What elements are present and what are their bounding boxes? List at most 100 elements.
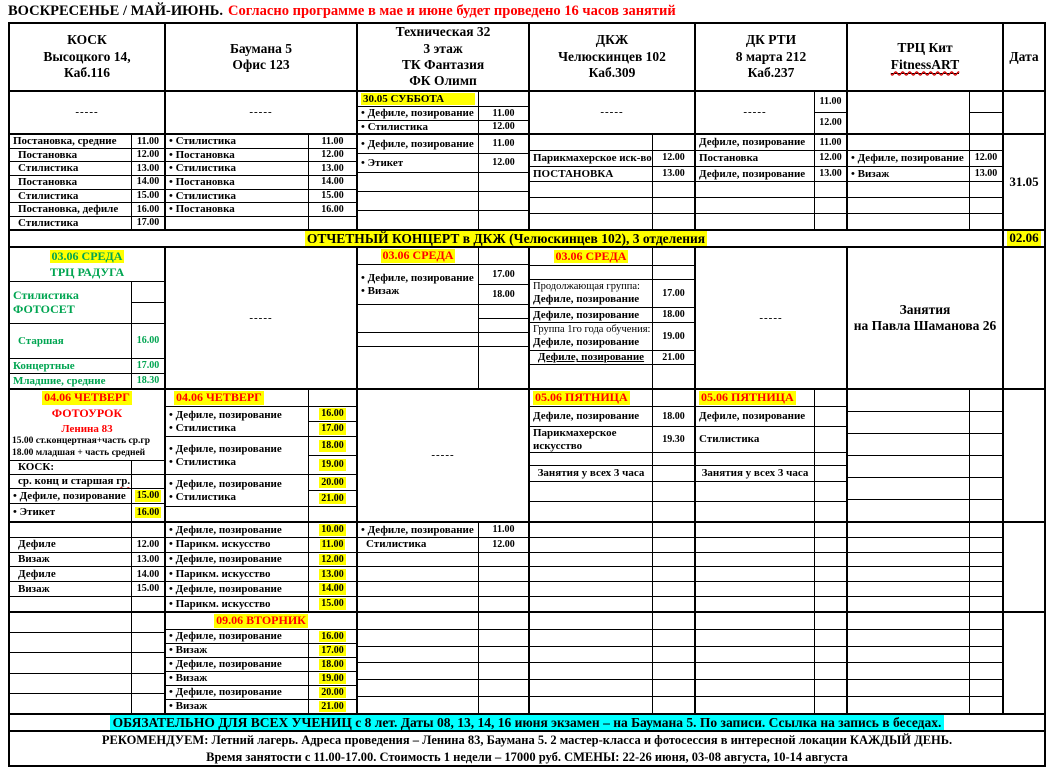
header-line: КОСК — [67, 32, 107, 48]
header-line: Челюскинцев 102 — [558, 48, 666, 64]
day-wrap: 05.06 ПЯТНИЦА — [696, 390, 814, 406]
note-line: на Павла Шаманова 26 — [853, 318, 997, 333]
cell-tehnicheskaya — [358, 613, 530, 713]
schedule-row: Старшая 16.00 — [10, 323, 164, 358]
empty-time-cell — [969, 412, 1002, 433]
empty-cell — [358, 347, 478, 388]
empty-time-cell — [131, 693, 164, 713]
day-header: 03.06 СРЕДА — [358, 248, 528, 264]
time-stack: 16.00 17.00 — [308, 407, 356, 436]
time-label: 18.00 — [319, 440, 346, 452]
header-line: Каб.237 — [747, 65, 795, 81]
schedule-row — [10, 613, 164, 633]
empty-time-cell — [478, 680, 528, 697]
empty-time-cell — [814, 523, 846, 537]
schedule-row: • Парикм. искусство 13.00 — [166, 566, 356, 582]
empty-time-cell — [814, 182, 846, 198]
cell-dkzh — [530, 523, 696, 611]
empty-cell — [530, 613, 652, 629]
empty-cell — [166, 217, 308, 229]
empty-time-cell — [308, 507, 356, 521]
empty-time-cell — [814, 214, 846, 229]
schedule-row — [530, 135, 694, 150]
schedule-row — [696, 523, 846, 537]
activity-label: • Визаж — [169, 672, 208, 685]
schedule-row: • Постановка 12.00 — [166, 147, 356, 162]
schedule-row: Занятия у всех 3 часа — [696, 465, 846, 481]
empty-time-cell — [652, 680, 694, 697]
activity-label: • Дефиле, позирование — [169, 582, 282, 595]
time-cell: 16.00 — [309, 407, 356, 421]
empty-cell — [10, 613, 131, 632]
schedule-row — [166, 215, 356, 229]
empty-cell — [358, 697, 478, 713]
empty-cell — [848, 456, 969, 477]
time-cell: 15.00 — [308, 189, 356, 203]
empty-dash: ----- — [600, 106, 624, 119]
activity-line: Парикмахерское — [533, 427, 617, 439]
time-stack — [969, 92, 1002, 133]
schedule-row — [530, 523, 694, 537]
schedule-row — [530, 481, 694, 501]
time-cell: 20.00 — [309, 475, 356, 490]
activity-label: • Визаж — [169, 700, 208, 713]
empty-time-cell — [969, 629, 1002, 646]
empty-time-cell — [969, 597, 1002, 611]
schedule-row — [696, 551, 846, 567]
schedule-row — [848, 551, 1002, 567]
activity-label: • Дефиле, позирование — [169, 523, 282, 536]
time-cell: 18.00 — [309, 437, 356, 455]
empty-dash: ----- — [249, 311, 273, 324]
activity-label: Дефиле, позирование — [699, 410, 806, 423]
empty-dash: ----- — [431, 449, 455, 462]
schedule-row — [848, 536, 1002, 552]
schedule-row — [848, 213, 1002, 229]
empty-cell — [10, 674, 131, 693]
date-cell — [1004, 613, 1044, 713]
empty-cell — [530, 680, 652, 696]
cell-tehnicheskaya: 30.05 СУББОТА • Дефиле, позирование 11.0… — [358, 92, 530, 133]
empty-time-cell — [652, 390, 694, 406]
empty-time-cell — [652, 613, 694, 629]
empty-time-cell — [970, 112, 1002, 133]
activity-label: • Этикет — [13, 506, 56, 519]
schedule-row — [848, 696, 1002, 713]
schedule-row — [530, 213, 694, 229]
activity-label: • Парикм. искусство — [169, 597, 271, 610]
row-03-06: 03.06 СРЕДА ТРЦ РАДУГА Стилистика ФОТОСЕ… — [10, 246, 1044, 388]
time-cell: 15.00 — [131, 489, 164, 503]
schedule-row: Младшие, средние 18.30 — [10, 373, 164, 388]
day-wrap: 03.06 СРЕДА — [358, 248, 478, 264]
location-header-dkrti: ДК РТИ 8 марта 212 Каб.237 — [696, 24, 848, 90]
activity-label: Стилистика — [18, 216, 79, 229]
empty-time-cell — [478, 646, 528, 663]
empty-cell — [530, 214, 652, 229]
activity-label: Группа 1го года обучения: Дефиле, позиро… — [530, 323, 652, 350]
activity-line: • Стилистика — [169, 455, 236, 468]
time-cell: 11.00 — [814, 135, 846, 150]
empty-time-cell — [652, 697, 694, 713]
schedule-row — [530, 501, 694, 521]
schedule-row — [696, 181, 846, 198]
activity-label: Стилистика — [18, 162, 79, 175]
empty-cell — [358, 630, 478, 646]
schedule-row — [530, 596, 694, 611]
time-cell: 18.30 — [131, 374, 164, 388]
day-label: 05.06 ПЯТНИЦА — [533, 390, 630, 405]
schedule-row: Стилистика 13.00 — [10, 161, 164, 175]
schedule-row — [530, 197, 694, 214]
empty-cell — [166, 507, 308, 521]
empty-cell — [848, 523, 969, 537]
group-label: КОСК: — [18, 461, 54, 474]
time-cell: 16.00 — [308, 203, 356, 216]
row-09-06: 09.06 ВТОРНИК • Дефиле, позирование 16.00… — [10, 611, 1044, 713]
empty-time-cell — [652, 198, 694, 214]
header-line: Техническая 32 — [395, 24, 491, 40]
cell-dkrti — [696, 613, 848, 713]
time-label: 20.00 — [319, 476, 346, 489]
schedule-row — [10, 632, 164, 653]
note-line: 15.00 ст.концертная+часть ср.гр — [12, 436, 151, 446]
empty-cell — [848, 412, 969, 433]
empty-cell — [358, 333, 478, 346]
schedule-row: Стилистика 12.00 — [358, 536, 528, 552]
